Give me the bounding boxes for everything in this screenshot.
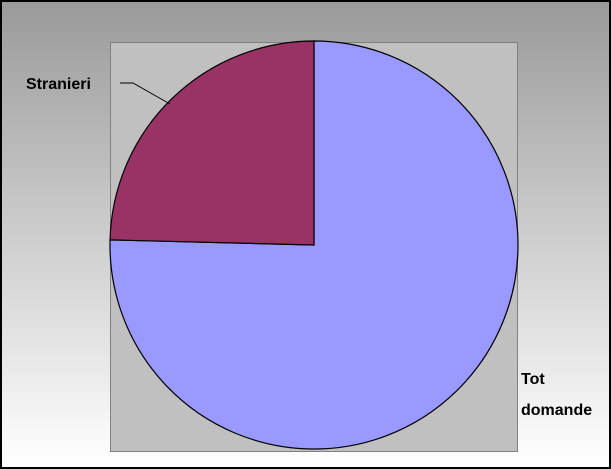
pie-slice-stranieri[interactable] <box>109 40 315 246</box>
slice-label-tot-domande-line2: domande <box>521 402 592 419</box>
leader-line-stranieri <box>120 82 171 105</box>
slice-label-tot-domande-line1: Tot <box>521 371 545 388</box>
slice-label-stranieri: Stranieri <box>26 76 91 93</box>
